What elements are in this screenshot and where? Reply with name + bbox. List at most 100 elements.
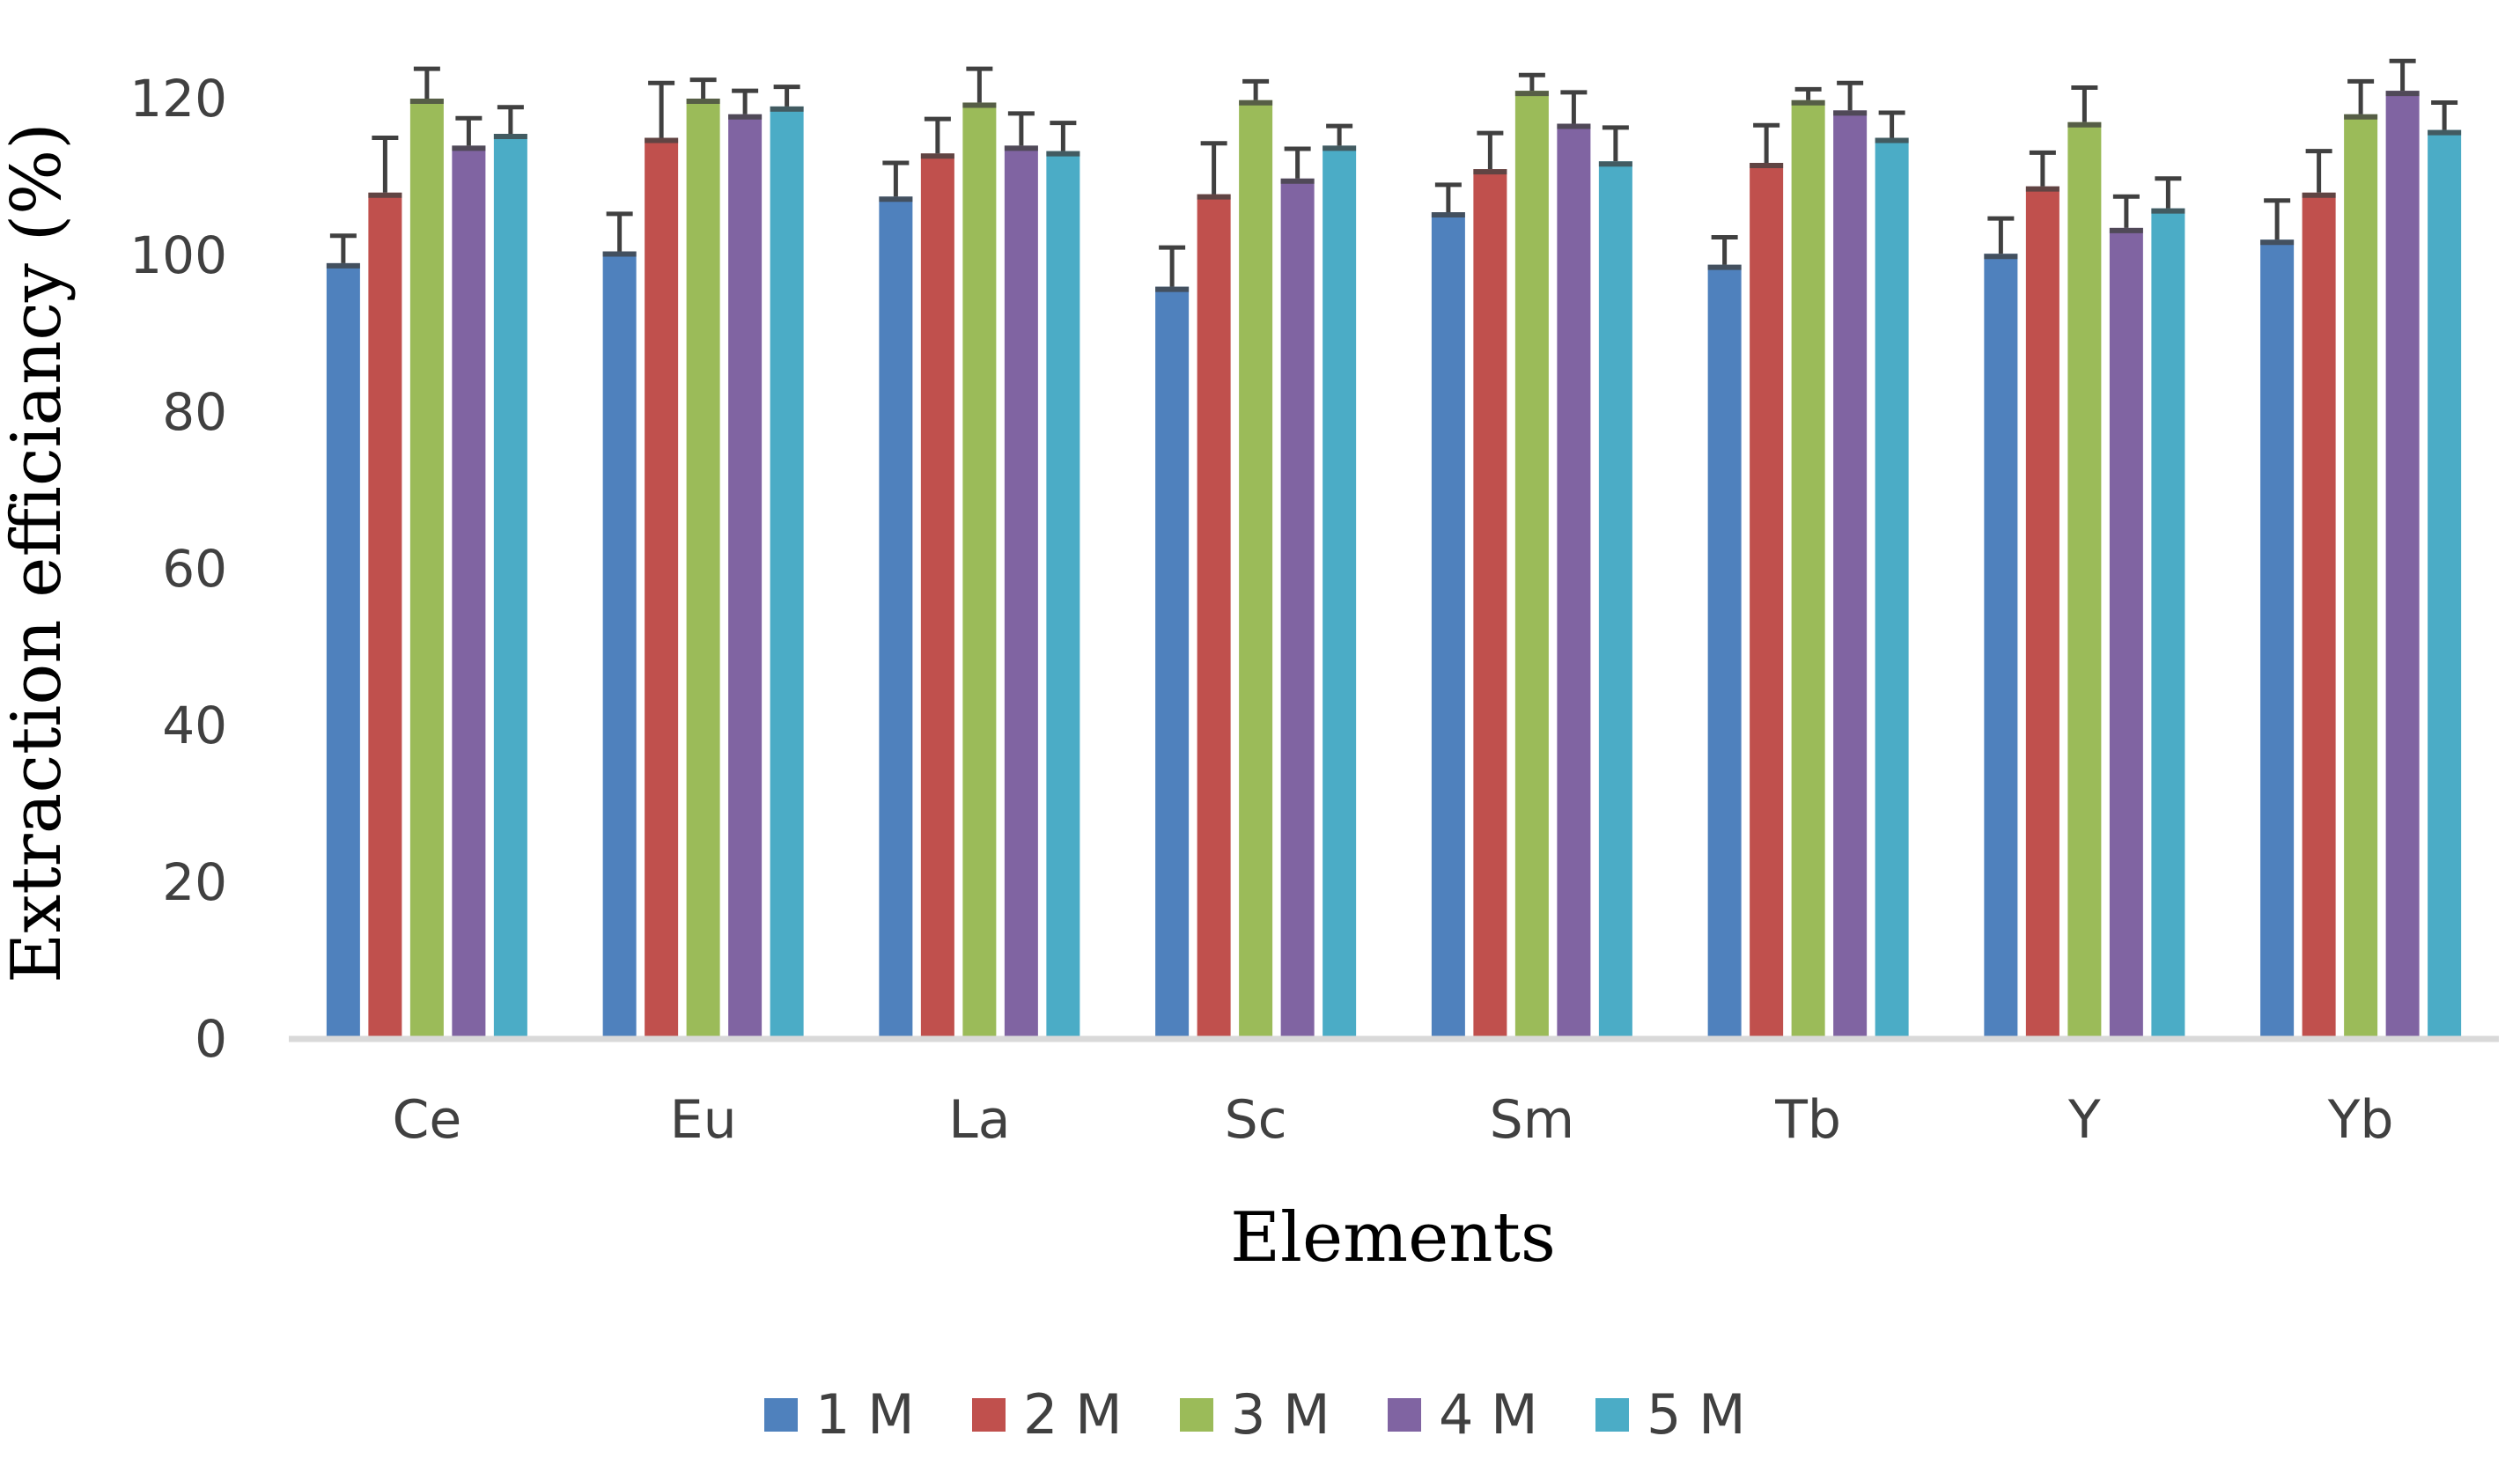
bar-eu-3m xyxy=(686,99,720,1039)
error-bar xyxy=(1984,216,2018,260)
bar-tb-1m xyxy=(1707,264,1742,1039)
error-bar xyxy=(1431,182,1465,218)
y-tick-label: 80 xyxy=(162,382,227,442)
y-axis-ticks: 0 20 40 60 80 100 120 xyxy=(129,69,227,1069)
bar-y-4m xyxy=(2109,227,2143,1040)
bar-y-1m xyxy=(1984,254,2018,1040)
error-bar xyxy=(686,77,720,104)
bar-sc-2m xyxy=(1197,194,1231,1039)
error-bar xyxy=(2385,58,2420,97)
bar-yb-1m xyxy=(2260,239,2295,1039)
bar-la-1m xyxy=(879,196,913,1039)
bar-group-sm xyxy=(1431,91,1632,1040)
bar-sm-1m xyxy=(1431,212,1465,1040)
error-bar xyxy=(1280,146,1315,184)
y-tick-label: 100 xyxy=(129,225,227,285)
bar-eu-5m xyxy=(770,106,804,1039)
y-tick-label: 40 xyxy=(162,696,227,755)
error-bar xyxy=(920,116,954,159)
error-bar xyxy=(368,136,402,198)
bar-ce-1m xyxy=(326,262,360,1039)
bar-tb-2m xyxy=(1750,162,1784,1040)
y-tick-label: 20 xyxy=(162,852,227,912)
bar-eu-4m xyxy=(728,114,763,1039)
x-axis-categories: Ce Eu La Sc Sm Tb Y Yb xyxy=(392,1089,2393,1151)
bar-sm-2m xyxy=(1473,169,1507,1040)
x-tick-label-sc: Sc xyxy=(1225,1089,1287,1151)
error-bar xyxy=(645,80,679,144)
legend-label: 4 M xyxy=(1439,1382,1538,1447)
legend-item-1m: 1 M xyxy=(764,1382,915,1447)
x-tick-label-ce: Ce xyxy=(392,1089,461,1151)
bar-la-3m xyxy=(962,102,997,1040)
bar-sm-4m xyxy=(1557,123,1591,1040)
error-bar xyxy=(1707,235,1742,270)
bar-ce-3m xyxy=(409,99,444,1039)
error-bar xyxy=(2025,150,2059,192)
x-tick-label-yb: Yb xyxy=(2327,1089,2394,1151)
legend-label: 1 M xyxy=(815,1382,915,1447)
x-tick-label-y: Y xyxy=(2067,1089,2101,1151)
error-bar xyxy=(1473,130,1507,175)
bar-sc-3m xyxy=(1239,99,1273,1039)
bar-y-2m xyxy=(2025,186,2059,1039)
error-bar xyxy=(452,115,486,151)
x-tick-label-la: La xyxy=(948,1089,1010,1151)
error-bar xyxy=(879,160,913,203)
error-bar xyxy=(2428,99,2462,136)
error-bar xyxy=(1046,121,1080,157)
legend-label: 2 M xyxy=(1023,1382,1123,1447)
bar-eu-1m xyxy=(602,251,637,1039)
bar-tb-5m xyxy=(1875,137,1909,1039)
error-bar xyxy=(728,88,763,120)
bar-yb-5m xyxy=(2428,129,2462,1040)
bar-ce-5m xyxy=(493,134,527,1039)
y-tick-label: 0 xyxy=(195,1009,227,1069)
bar-sc-1m xyxy=(1155,286,1190,1040)
bars-layer xyxy=(326,91,2462,1040)
error-bar xyxy=(2151,176,2185,214)
y-tick-label: 60 xyxy=(162,539,227,599)
bar-ce-4m xyxy=(452,145,486,1039)
legend-item-2m: 2 M xyxy=(972,1382,1123,1447)
legend-item-3m: 3 M xyxy=(1180,1382,1330,1447)
error-bar xyxy=(2109,194,2143,233)
bar-group-ce xyxy=(326,99,527,1040)
bar-yb-3m xyxy=(2344,114,2378,1039)
x-tick-label-sm: Sm xyxy=(1490,1089,1575,1151)
bar-la-4m xyxy=(1004,145,1038,1039)
legend-swatch xyxy=(1388,1398,1421,1432)
error-bar xyxy=(1875,110,1909,144)
error-bar xyxy=(1155,245,1190,292)
bar-sc-4m xyxy=(1280,178,1315,1039)
error-bar xyxy=(1750,122,1784,168)
error-bar xyxy=(1557,90,1591,129)
bar-yb-4m xyxy=(2385,91,2420,1040)
error-bar xyxy=(770,85,804,112)
error-bars-layer xyxy=(326,58,2462,292)
bar-group-la xyxy=(879,102,1080,1040)
y-tick-label: 120 xyxy=(129,69,227,129)
bar-sm-5m xyxy=(1598,161,1632,1039)
error-bar xyxy=(1323,123,1357,151)
error-bar xyxy=(2302,149,2336,198)
y-axis-title: Extraction efficiancy (%) xyxy=(0,122,77,983)
error-bar xyxy=(1791,86,1825,106)
bar-group-sc xyxy=(1155,99,1357,1040)
x-axis-title: Elements xyxy=(1230,1198,1556,1278)
bar-y-3m xyxy=(2067,122,2102,1040)
legend-label: 3 M xyxy=(1231,1382,1330,1447)
bar-group-eu xyxy=(602,99,804,1039)
error-bar xyxy=(493,105,527,140)
error-bar xyxy=(1514,72,1549,97)
legend-swatch xyxy=(764,1398,798,1432)
legend-swatch xyxy=(1180,1398,1213,1432)
legend-swatch xyxy=(1595,1398,1629,1432)
error-bar xyxy=(326,233,360,269)
bar-eu-2m xyxy=(645,137,679,1039)
bar-tb-3m xyxy=(1791,99,1825,1039)
bar-group-tb xyxy=(1707,99,1909,1040)
x-tick-label-eu: Eu xyxy=(670,1089,737,1151)
